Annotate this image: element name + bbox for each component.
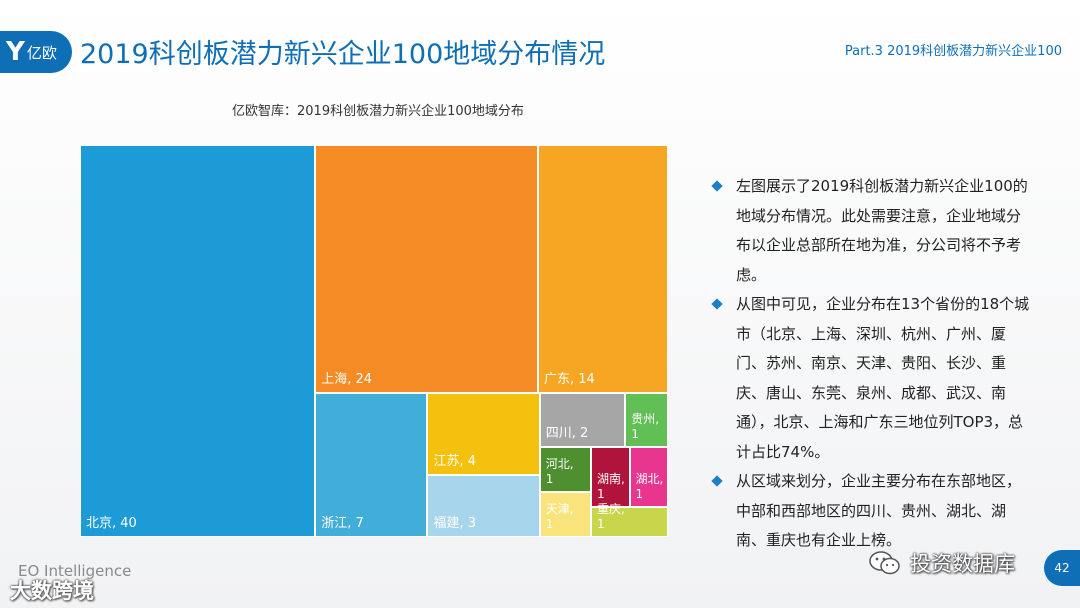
logo-text: 亿欧: [26, 43, 57, 62]
note-2: 从图中可见，企业分布在13个省份的18个城市（北京、上海、深圳、杭州、广州、厦门…: [710, 290, 1030, 467]
treemap-cell-9: 天津, 1: [539, 492, 592, 537]
chart-title: 亿欧智库：2019科创板潜力新兴企业100地域分布: [232, 104, 524, 119]
treemap-cell-4: 江苏, 4: [427, 393, 540, 476]
treemap-cell-2: 广东, 14: [538, 145, 668, 394]
footer-brand: EO Intelligence: [18, 562, 132, 580]
treemap-label-10: 湖南, 1: [597, 472, 625, 502]
page-number: 42: [1044, 550, 1080, 586]
treemap-cell-3: 浙江, 7: [315, 393, 428, 537]
treemap-label-1: 上海, 24: [321, 372, 372, 388]
note-3: 从区域来划分，企业主要分布在东部地区，中部和西部地区的四川、贵州、湖北、湖南、重…: [710, 467, 1030, 556]
treemap-cell-12: 重庆, 1: [591, 502, 668, 537]
treemap-label-8: 河北, 1: [545, 457, 574, 487]
treemap-label-6: 四川, 2: [545, 426, 589, 442]
treemap-label-0: 北京, 40: [86, 516, 137, 531]
treemap-cell-5: 福建, 3: [427, 475, 540, 537]
wechat-name: 投资数据库: [910, 552, 1015, 576]
section-label: Part.3 2019科创板潜力新兴企业100: [844, 44, 1062, 59]
treemap-cell-1: 上海, 24: [315, 145, 538, 394]
treemap-cell-8: 河北, 1: [539, 447, 592, 493]
treemap-label-12: 重庆, 1: [597, 501, 625, 531]
treemap-label-7: 贵州, 1: [631, 412, 660, 442]
treemap-cell-11: 湖北, 1: [629, 447, 668, 508]
treemap-cell-6: 四川, 2: [539, 393, 626, 448]
logo-mark: Y: [6, 37, 25, 67]
wechat-account: 投资数据库: [868, 548, 1015, 578]
treemap-cell-10: 湖南, 1: [591, 447, 630, 508]
treemap-chart: 北京, 40 上海, 24 广东, 14 浙江, 7 江苏, 4 福建, 3 四川, 2 贵州…: [80, 145, 668, 537]
page-title: 2019科创板潜力新兴企业100地域分布情况: [80, 39, 606, 70]
treemap-label-9: 天津, 1: [545, 501, 574, 531]
treemap-label-4: 江苏, 4: [433, 454, 476, 470]
notes-panel: 左图展示了2019科创板潜力新兴企业100的地域分布情况。此处需要注意，企业地域…: [710, 172, 1030, 556]
treemap-label-2: 广东, 14: [544, 372, 595, 388]
treemap-label-5: 福建, 3: [433, 515, 476, 531]
note-1: 左图展示了2019科创板潜力新兴企业100的地域分布情况。此处需要注意，企业地域…: [710, 172, 1030, 290]
treemap-label-3: 浙江, 7: [321, 515, 364, 531]
treemap-cell-0: 北京, 40: [80, 145, 316, 537]
treemap-cell-7: 贵州, 1: [625, 393, 668, 448]
watermark: 大数跨境: [10, 579, 94, 603]
wechat-icon: [869, 551, 900, 575]
treemap-label-11: 湖北, 1: [635, 472, 664, 502]
logo: Y 亿欧: [0, 31, 72, 73]
